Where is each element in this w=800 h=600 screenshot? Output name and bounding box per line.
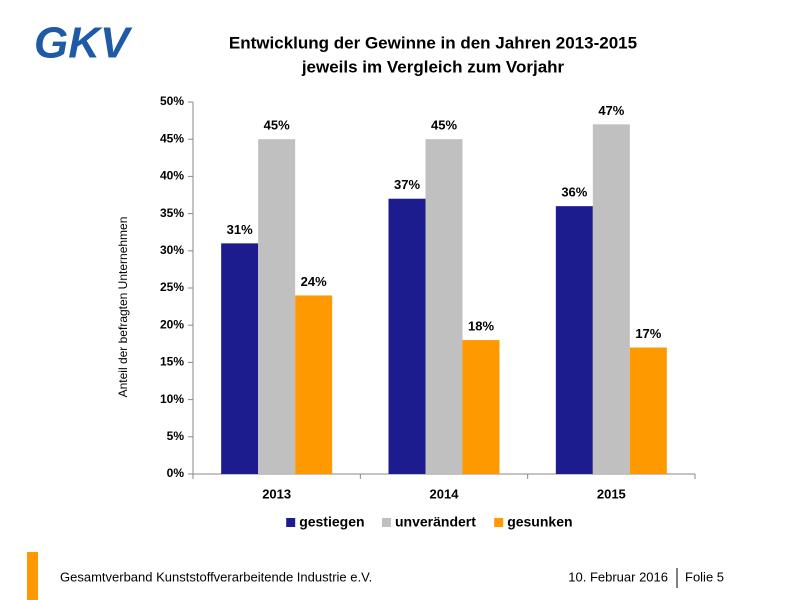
- footer-slide: Folie 5: [685, 569, 724, 584]
- bar: [462, 340, 500, 474]
- y-tick-label: 40%: [160, 169, 184, 183]
- y-tick-label: 5%: [167, 429, 185, 443]
- value-label: 36%: [561, 185, 587, 200]
- y-tick-label: 15%: [160, 355, 184, 369]
- legend-label: gestiegen: [299, 514, 364, 530]
- bar: [592, 124, 630, 474]
- chart-title: jeweils im Vergleich zum Vorjahr: [301, 57, 565, 76]
- x-tick-label: 2013: [262, 486, 291, 501]
- legend-swatch: [286, 518, 296, 527]
- bar: [258, 139, 296, 474]
- y-tick-label: 50%: [160, 94, 184, 108]
- value-label: 47%: [598, 103, 624, 118]
- value-label: 18%: [468, 319, 494, 334]
- value-label: 45%: [431, 118, 457, 133]
- y-tick-label: 25%: [160, 280, 184, 294]
- y-tick-label: 20%: [160, 317, 184, 331]
- legend-swatch: [494, 518, 504, 527]
- y-axis-label: Anteil der befragten Unternehmen: [116, 217, 130, 398]
- logo: GKV: [34, 19, 133, 68]
- legend-label: gesunken: [507, 514, 572, 530]
- value-label: 45%: [264, 118, 290, 133]
- footer-accent: [27, 552, 38, 600]
- bar: [221, 243, 259, 474]
- footer-organization: Gesamtverband Kunststoffverarbeitende In…: [60, 569, 372, 584]
- y-tick-label: 10%: [160, 392, 184, 406]
- y-tick-label: 0%: [167, 466, 185, 480]
- legend-swatch: [382, 518, 391, 527]
- value-label: 17%: [635, 326, 661, 341]
- x-tick-label: 2015: [597, 486, 626, 501]
- bar: [388, 198, 426, 474]
- x-tick-label: 2014: [430, 486, 460, 501]
- legend-label: unverändert: [395, 514, 476, 530]
- bar: [425, 139, 463, 474]
- bar: [295, 295, 333, 474]
- y-tick-label: 35%: [160, 206, 184, 220]
- footer-date: 10. Februar 2016: [568, 569, 668, 584]
- value-label: 37%: [394, 177, 420, 192]
- chart-title: Entwicklung der Gewinne in den Jahren 20…: [229, 33, 637, 52]
- y-tick-label: 45%: [160, 131, 184, 145]
- value-label: 24%: [301, 274, 327, 289]
- bar: [555, 206, 593, 474]
- value-label: 31%: [227, 222, 253, 237]
- y-tick-label: 30%: [160, 243, 184, 257]
- bar: [629, 347, 667, 474]
